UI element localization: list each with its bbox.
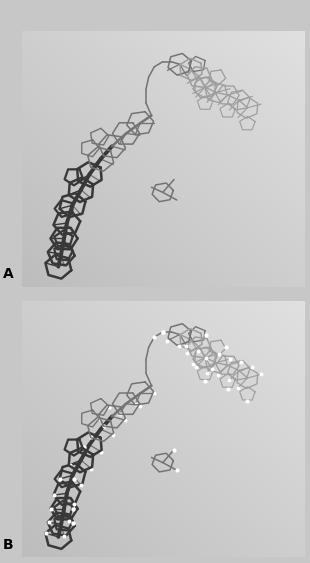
Point [44,529,49,538]
Point [223,343,228,352]
Point [70,519,75,528]
Point [152,389,157,398]
Point [89,432,94,441]
Point [204,368,209,377]
Point [79,481,84,490]
Point [239,357,244,366]
Point [77,446,82,455]
Point [216,370,221,379]
Point [190,359,195,368]
Point [52,490,57,499]
Point [67,516,72,525]
Point [259,370,263,379]
Point [171,445,176,454]
Point [160,328,165,337]
Point [225,384,230,393]
Point [72,474,77,483]
Point [49,504,54,513]
Point [81,443,86,452]
Point [111,430,116,439]
Point [245,397,250,406]
Point [184,341,189,350]
Point [62,532,67,541]
Point [204,354,209,363]
Text: A: A [3,267,14,282]
Point [133,400,138,409]
Point [99,448,104,457]
Point [107,403,112,412]
Point [97,414,102,423]
Point [102,421,107,430]
Point [71,500,76,509]
Point [123,415,128,425]
Point [58,474,63,483]
Point [67,461,72,470]
Point [203,377,208,386]
Point [195,346,200,355]
Point [89,464,94,473]
Point [204,330,209,339]
Point [176,341,181,350]
Point [235,383,240,392]
Point [209,364,214,373]
Point [152,333,157,342]
Point [216,350,221,359]
Point [137,401,142,410]
Point [165,336,170,345]
Point [46,518,51,527]
Point [71,505,76,514]
Point [227,376,232,385]
Point [117,409,122,418]
Text: B: B [3,538,14,552]
Point [174,466,179,475]
Point [228,355,232,364]
Point [250,362,255,371]
Point [193,363,198,372]
Point [185,349,190,358]
